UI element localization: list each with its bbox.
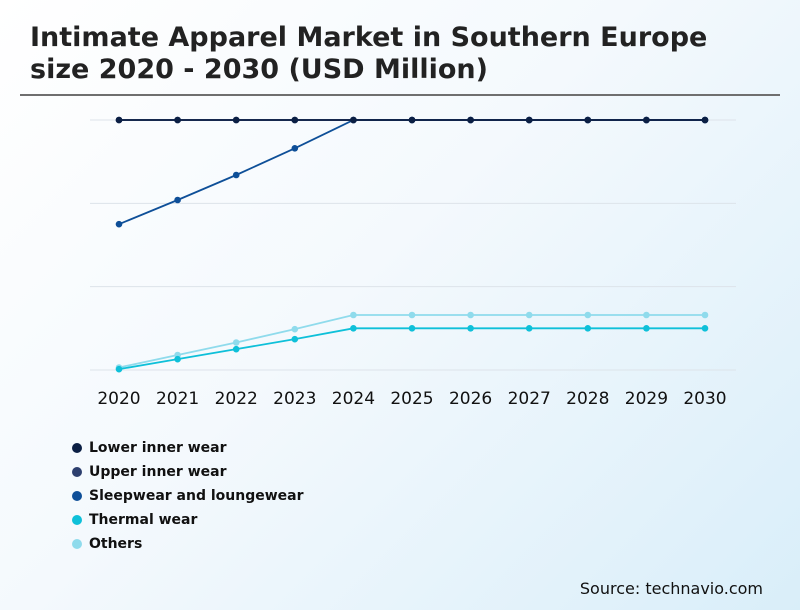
data-point [643,116,650,124]
series-line-2 [118,119,705,225]
legend-item: Upper inner wear [72,460,304,484]
legend-dot-icon [72,467,82,477]
source-label: Source: technavio.com [579,579,763,598]
x-tick-label: 2028 [566,389,609,409]
legend-label: Upper inner wear [89,464,227,480]
data-point [701,325,709,332]
data-point [701,311,709,319]
data-point [291,325,299,333]
data-point [115,220,123,228]
series-line-4 [118,314,705,369]
data-point [584,116,592,124]
data-point [467,311,474,319]
x-tick-label: 2027 [508,389,551,409]
legend: Lower inner wear Upper inner wear Sleepwea… [72,436,304,556]
data-point [701,116,709,124]
x-axis-ticks: 2020 2021 2022 2023 2024 2025 2026 2027 2028 2029… [97,389,726,409]
data-point [584,325,592,332]
data-point [232,345,240,353]
data-point [291,116,299,124]
x-tick-label: 2026 [449,389,492,409]
x-tick-label: 2022 [215,389,258,409]
data-point [408,311,416,319]
legend-item: Sleepwear and loungewear [72,484,304,508]
data-point [174,196,181,204]
data-point [525,311,533,319]
data-point [232,116,240,124]
data-point [115,365,123,373]
line-chart: 2020 2021 2022 2023 2024 2025 2026 2027 2028 2029… [90,116,736,409]
title-divider [20,94,780,96]
data-point [232,339,240,346]
legend-item: Others [72,532,304,556]
data-point [350,311,357,319]
data-point [232,171,240,179]
data-point [291,335,299,343]
legend-dot-icon [72,515,82,525]
x-tick-label: 2021 [156,389,199,409]
legend-label: Others [89,536,143,552]
data-point [467,325,474,332]
data-point [408,325,416,332]
legend-dot-icon [72,491,82,501]
legend-label: Thermal wear [89,512,198,528]
data-point [174,355,181,363]
data-point [408,116,416,124]
data-point [525,325,533,332]
data-point [350,116,357,124]
x-tick-label: 2025 [390,389,433,409]
legend-item: Lower inner wear [72,436,304,460]
x-tick-label: 2029 [625,389,668,409]
data-point [174,116,181,124]
data-point [350,325,357,332]
data-point [643,311,650,319]
chart-title: Intimate Apparel Market in Southern Euro… [30,22,708,85]
legend-label: Lower inner wear [89,440,227,456]
x-tick-label: 2030 [683,389,726,409]
data-point [115,116,123,124]
data-point [584,311,592,319]
data-point [643,325,650,332]
series-lines [115,116,709,373]
legend-dot-icon [72,539,82,549]
x-tick-label: 2024 [332,389,375,409]
legend-item: Thermal wear [72,508,304,532]
data-point [467,116,474,124]
legend-label: Sleepwear and loungewear [89,488,304,504]
x-tick-label: 2023 [273,389,316,409]
data-point [291,145,299,152]
data-point [525,116,533,124]
gridlines [90,119,736,371]
legend-dot-icon [72,443,82,453]
x-tick-label: 2020 [97,389,140,409]
